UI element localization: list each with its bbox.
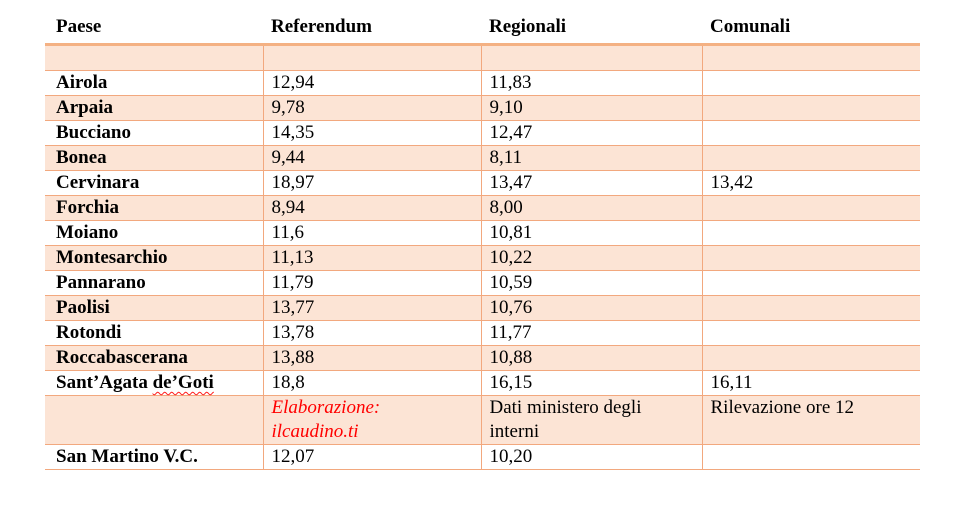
cell-regionali: 10,59	[480, 270, 702, 296]
cell-regionali: 10,88	[480, 345, 702, 371]
cell-regionali: Dati ministero degli interni	[480, 395, 702, 445]
table-row: Moiano 11,6 10,81	[45, 220, 920, 246]
cell-referendum: 18,97	[262, 170, 481, 196]
cell-comunali	[701, 120, 920, 146]
table-body: Airola 12,94 11,83 Arpaia 9,78 9,10 Bucciano 14…	[45, 44, 920, 470]
cell-referendum	[262, 44, 481, 71]
column-header-regionali: Regionali	[481, 10, 702, 46]
cell-referendum: 9,78	[262, 95, 481, 121]
cell-referendum: 18,8	[262, 370, 481, 396]
cell-referendum: 11,79	[262, 270, 481, 296]
table-header: Paese Referendum Regionali Comunali	[45, 10, 920, 46]
cell-comunali	[701, 70, 920, 96]
cell-comunali	[701, 44, 920, 71]
cell-regionali: 8,11	[480, 145, 702, 171]
cell-regionali: 12,47	[480, 120, 702, 146]
cell-referendum: 13,78	[262, 320, 481, 346]
cell-referendum: 12,07	[262, 444, 481, 470]
cell-regionali: 10,76	[480, 295, 702, 321]
table-row: Cervinara 18,97 13,47 13,42	[45, 170, 920, 196]
table-row: Forchia 8,94 8,00	[45, 195, 920, 221]
column-header-comunali: Comunali	[702, 10, 920, 46]
cell-comunali	[701, 444, 920, 470]
cell-regionali: 13,47	[480, 170, 702, 196]
cell-paese: Pannarano	[45, 270, 263, 296]
table-row: San Martino V.C. 12,07 10,20	[45, 444, 920, 470]
table-row: Airola 12,94 11,83	[45, 70, 920, 96]
cell-paese: Forchia	[45, 195, 263, 221]
cell-comunali: 13,42	[701, 170, 920, 196]
cell-paese: San Martino V.C.	[45, 444, 263, 470]
cell-comunali	[701, 295, 920, 321]
cell-comunali	[701, 145, 920, 171]
cell-comunali	[701, 245, 920, 271]
table-row: Bonea 9,44 8,11	[45, 145, 920, 171]
cell-paese: Sant’Agata de’Goti	[45, 370, 263, 396]
cell-paese	[45, 395, 263, 445]
cell-comunali	[701, 270, 920, 296]
cell-regionali: 10,20	[480, 444, 702, 470]
table-row: Roccabascerana 13,88 10,88	[45, 345, 920, 371]
cell-comunali	[701, 345, 920, 371]
table-row	[45, 44, 920, 71]
cell-regionali: 8,00	[480, 195, 702, 221]
table-row: Sant’Agata de’Goti 18,8 16,15 16,11	[45, 370, 920, 396]
cell-paese: Bucciano	[45, 120, 263, 146]
cell-referendum: 9,44	[262, 145, 481, 171]
cell-referendum: 11,13	[262, 245, 481, 271]
cell-paese: Rotondi	[45, 320, 263, 346]
cell-paese: Cervinara	[45, 170, 263, 196]
cell-paese: Montesarchio	[45, 245, 263, 271]
cell-referendum: 13,88	[262, 345, 481, 371]
header-row: Paese Referendum Regionali Comunali	[45, 10, 920, 46]
cell-regionali: 16,15	[480, 370, 702, 396]
cell-regionali: 10,22	[480, 245, 702, 271]
town-name-spellcheck: de’Goti	[152, 372, 214, 393]
table-row: Arpaia 9,78 9,10	[45, 95, 920, 121]
cell-comunali	[701, 95, 920, 121]
cell-referendum: 14,35	[262, 120, 481, 146]
town-name: Sant’Agata	[56, 372, 153, 393]
cell-paese: Airola	[45, 70, 263, 96]
cell-comunali	[701, 320, 920, 346]
cell-regionali	[480, 44, 702, 71]
cell-comunali: 16,11	[701, 370, 920, 396]
table-row: Pannarano 11,79 10,59	[45, 270, 920, 296]
turnout-table: Paese Referendum Regionali Comunali Airo…	[45, 10, 920, 470]
column-header-referendum: Referendum	[263, 10, 481, 46]
cell-comunali: Rilevazione ore 12	[701, 395, 920, 445]
cell-paese: Paolisi	[45, 295, 263, 321]
cell-comunali	[701, 195, 920, 221]
cell-regionali: 9,10	[480, 95, 702, 121]
cell-referendum: 8,94	[262, 195, 481, 221]
table-row: Rotondi 13,78 11,77	[45, 320, 920, 346]
cell-referendum: 13,77	[262, 295, 481, 321]
column-header-paese: Paese	[45, 10, 263, 46]
cell-paese: Bonea	[45, 145, 263, 171]
cell-referendum: 12,94	[262, 70, 481, 96]
table-row: Paolisi 13,77 10,76	[45, 295, 920, 321]
cell-paese: Moiano	[45, 220, 263, 246]
table-row: Elaborazione: ilcaudino.ti Dati ministero…	[45, 395, 920, 445]
cell-paese: Arpaia	[45, 95, 263, 121]
cell-comunali	[701, 220, 920, 246]
cell-regionali: 10,81	[480, 220, 702, 246]
table-row: Montesarchio 11,13 10,22	[45, 245, 920, 271]
cell-referendum: Elaborazione: ilcaudino.ti	[262, 395, 481, 445]
cell-regionali: 11,77	[480, 320, 702, 346]
cell-paese: Roccabascerana	[45, 345, 263, 371]
table-row: Bucciano 14,35 12,47	[45, 120, 920, 146]
cell-referendum: 11,6	[262, 220, 481, 246]
cell-paese	[45, 44, 263, 71]
cell-regionali: 11,83	[480, 70, 702, 96]
